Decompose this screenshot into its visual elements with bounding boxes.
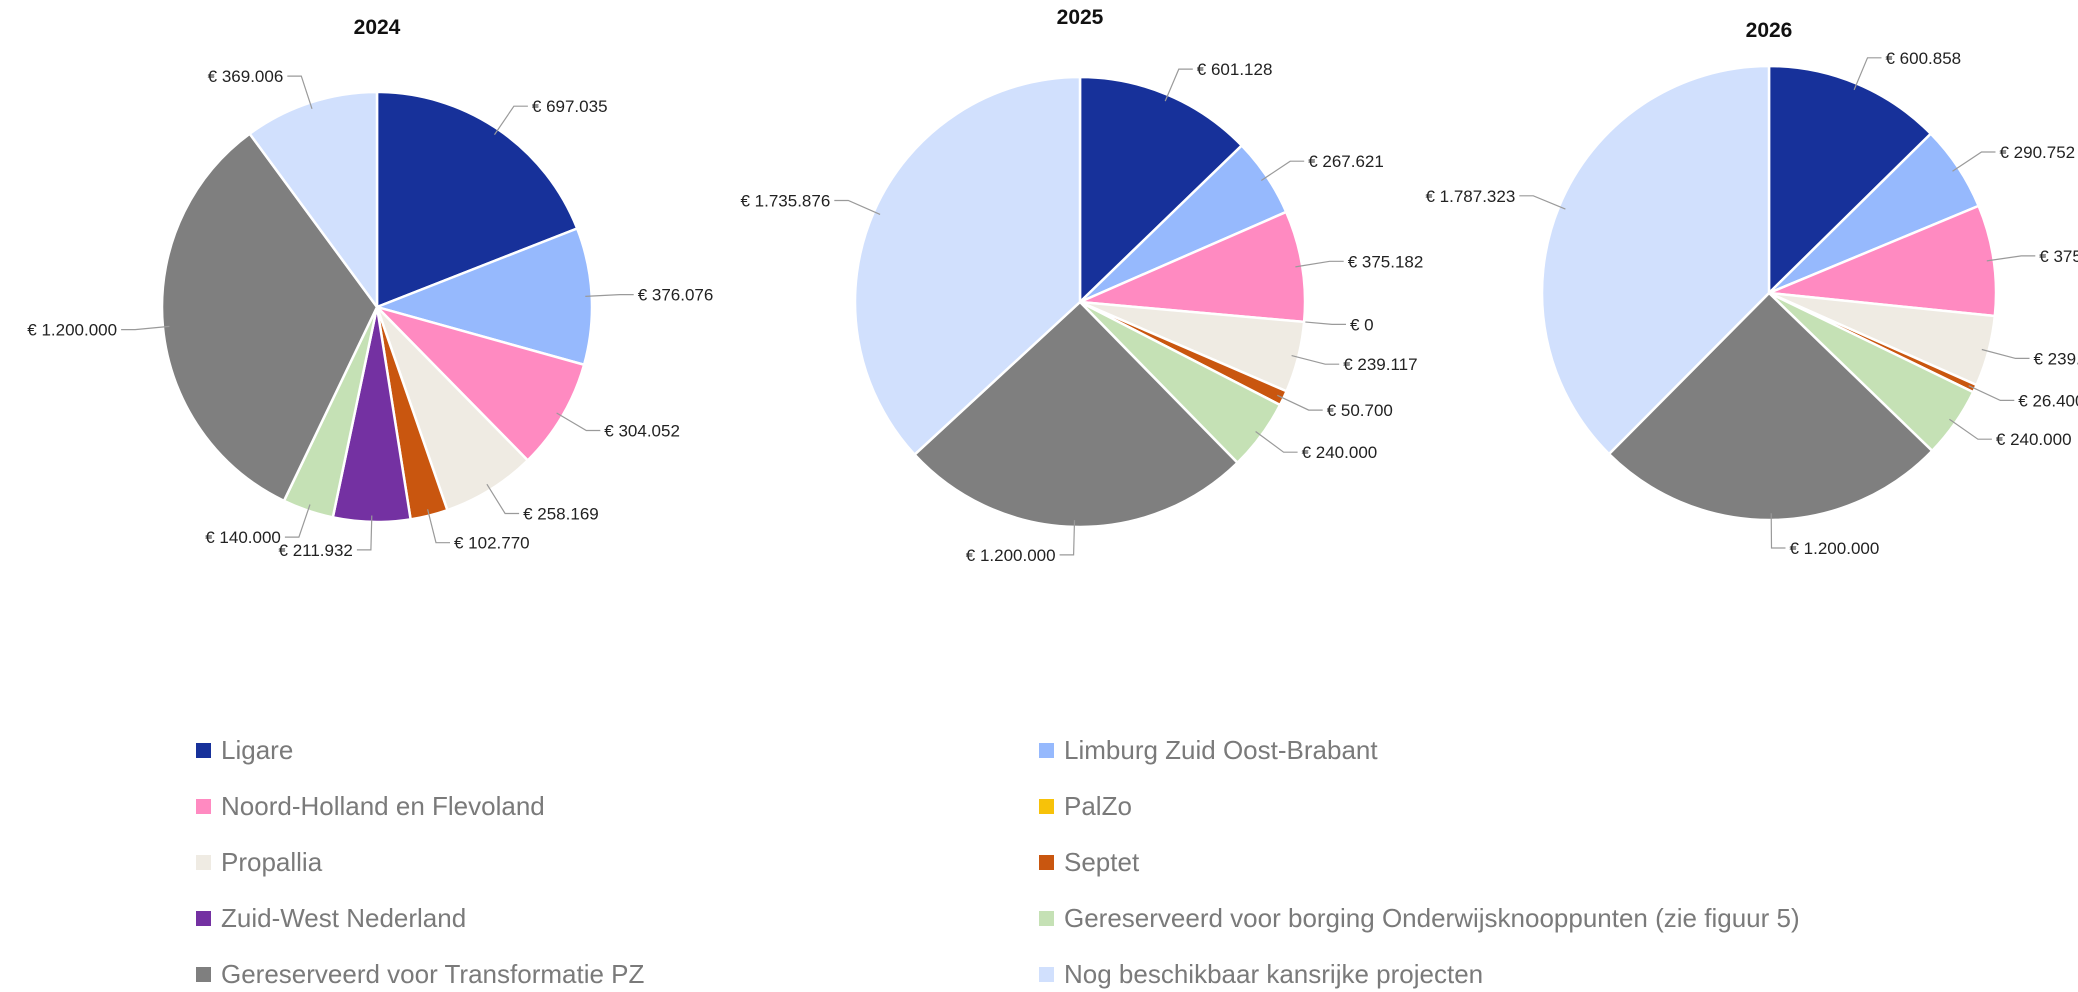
data-label: € 26.400 <box>2018 391 2078 410</box>
data-label: € 140.000 <box>205 528 281 547</box>
legend-swatch <box>1039 743 1054 758</box>
legend-swatch <box>196 743 211 758</box>
data-label: € 211.932 <box>279 541 353 560</box>
leader-line <box>1059 520 1076 556</box>
legend-label: Gereserveerd voor borging Onderwijsknoop… <box>1064 903 1800 933</box>
leader-line <box>1277 394 1323 411</box>
leader-line <box>427 509 450 544</box>
data-label: € 1.200.000 <box>1790 539 1880 558</box>
leader-line <box>556 412 601 432</box>
legend-swatch <box>1039 799 1054 814</box>
legend-item: Ligare <box>196 735 293 766</box>
data-label: € 267.621 <box>1308 152 1384 171</box>
chart-title: 2024 <box>354 16 401 39</box>
data-label: € 0 <box>1350 315 1374 334</box>
leader-line <box>287 75 313 109</box>
legend-swatch <box>1039 855 1054 870</box>
data-label: € 240.000 <box>1996 430 2072 449</box>
legend-swatch <box>196 799 211 814</box>
leader-line <box>356 515 373 551</box>
data-label: € 50.700 <box>1327 401 1393 420</box>
chart-legend: Ligare Limburg Zuid Oost-Brabant Noord-Hol… <box>196 735 2056 989</box>
leader-line <box>121 325 170 331</box>
leader-line <box>1952 151 1996 172</box>
leader-line <box>1291 355 1340 365</box>
data-label: € 375.182 <box>1348 252 1424 271</box>
legend-item: Gereserveerd voor borging Onderwijsknoop… <box>1039 903 1800 934</box>
data-label: € 376.076 <box>638 286 714 305</box>
data-label: € 239.117 <box>2034 349 2078 368</box>
leader-line <box>284 504 311 538</box>
data-label: € 369.006 <box>208 67 284 86</box>
legend-label: Propallia <box>221 847 323 877</box>
legend-item: Propallia <box>196 847 322 878</box>
legend-label: Noord-Holland en Flevoland <box>221 791 545 821</box>
legend-item: Limburg Zuid Oost-Brabant <box>1039 735 1378 766</box>
legend-item: Septet <box>1039 847 1139 878</box>
chart-title: 2026 <box>1746 19 1793 42</box>
data-label: € 1.787.323 <box>1425 187 1515 206</box>
data-label: € 375.182 <box>2039 247 2078 266</box>
leader-line <box>585 294 634 297</box>
legend-swatch <box>196 911 211 926</box>
leader-line <box>486 483 520 515</box>
legend-item: Noord-Holland en Flevoland <box>196 791 545 822</box>
pie-chart-1: 2025 € 601.128 € 267.621 € 375.182 € 0 € 239.… <box>740 6 1423 565</box>
leader-line <box>1255 431 1298 453</box>
legend-swatch <box>1039 967 1054 982</box>
data-label: € 258.169 <box>523 505 599 524</box>
data-label: € 304.052 <box>604 422 680 441</box>
leader-line <box>1295 260 1344 268</box>
legend-swatch <box>196 967 211 982</box>
chart-title: 2025 <box>1057 6 1104 29</box>
leader-line <box>1981 348 2030 359</box>
data-label: € 1.200.000 <box>966 546 1056 565</box>
leader-line <box>1297 320 1346 325</box>
legend-swatch <box>1039 911 1054 926</box>
leader-line <box>1164 68 1193 102</box>
legend-label: Zuid-West Nederland <box>221 903 467 933</box>
pie-chart-0: 2024 € 697.035 € 376.076 € 304.052 € 258.169… <box>27 16 713 560</box>
legend-swatch <box>196 855 211 870</box>
leader-line <box>1519 195 1566 210</box>
legend-label: Nog beschikbaar kansrijke projecten <box>1064 959 1484 989</box>
leader-line <box>1986 255 2036 262</box>
legend-label: PalZo <box>1064 791 1132 821</box>
data-label: € 1.735.876 <box>740 192 830 211</box>
pie-charts: 2024 € 697.035 € 376.076 € 304.052 € 258.169… <box>27 6 2078 565</box>
legend-item: PalZo <box>1039 791 1132 822</box>
leader-line <box>1968 385 2015 401</box>
leader-line <box>834 199 881 215</box>
data-label: € 102.770 <box>454 534 530 553</box>
legend-label: Limburg Zuid Oost-Brabant <box>1064 735 1378 765</box>
legend-item: Gereserveerd voor Transformatie PZ <box>196 959 644 990</box>
legend-item: Nog beschikbaar kansrijke projecten <box>1039 959 1483 990</box>
data-label: € 601.128 <box>1197 60 1273 79</box>
legend-item: Zuid-West Nederland <box>196 903 466 934</box>
legend-label: Gereserveerd voor Transformatie PZ <box>221 959 645 989</box>
data-label: € 1.200.000 <box>27 321 117 340</box>
data-label: € 600.858 <box>1886 49 1962 68</box>
leader-line <box>1260 160 1305 181</box>
legend-label: Septet <box>1064 847 1140 877</box>
data-label: € 239.117 <box>1343 355 1417 374</box>
data-label: € 240.000 <box>1302 443 1378 462</box>
data-label: € 290.752 <box>2000 143 2076 162</box>
leader-line <box>1949 418 1992 440</box>
data-label: € 697.035 <box>532 97 608 116</box>
legend-label: Ligare <box>221 735 294 765</box>
leader-line <box>1770 513 1786 549</box>
pie-chart-2: 2026 € 600.858 € 290.752 € 375.182 € 239.117… <box>1425 19 2078 558</box>
leader-line <box>494 105 528 136</box>
leader-line <box>1853 57 1882 91</box>
